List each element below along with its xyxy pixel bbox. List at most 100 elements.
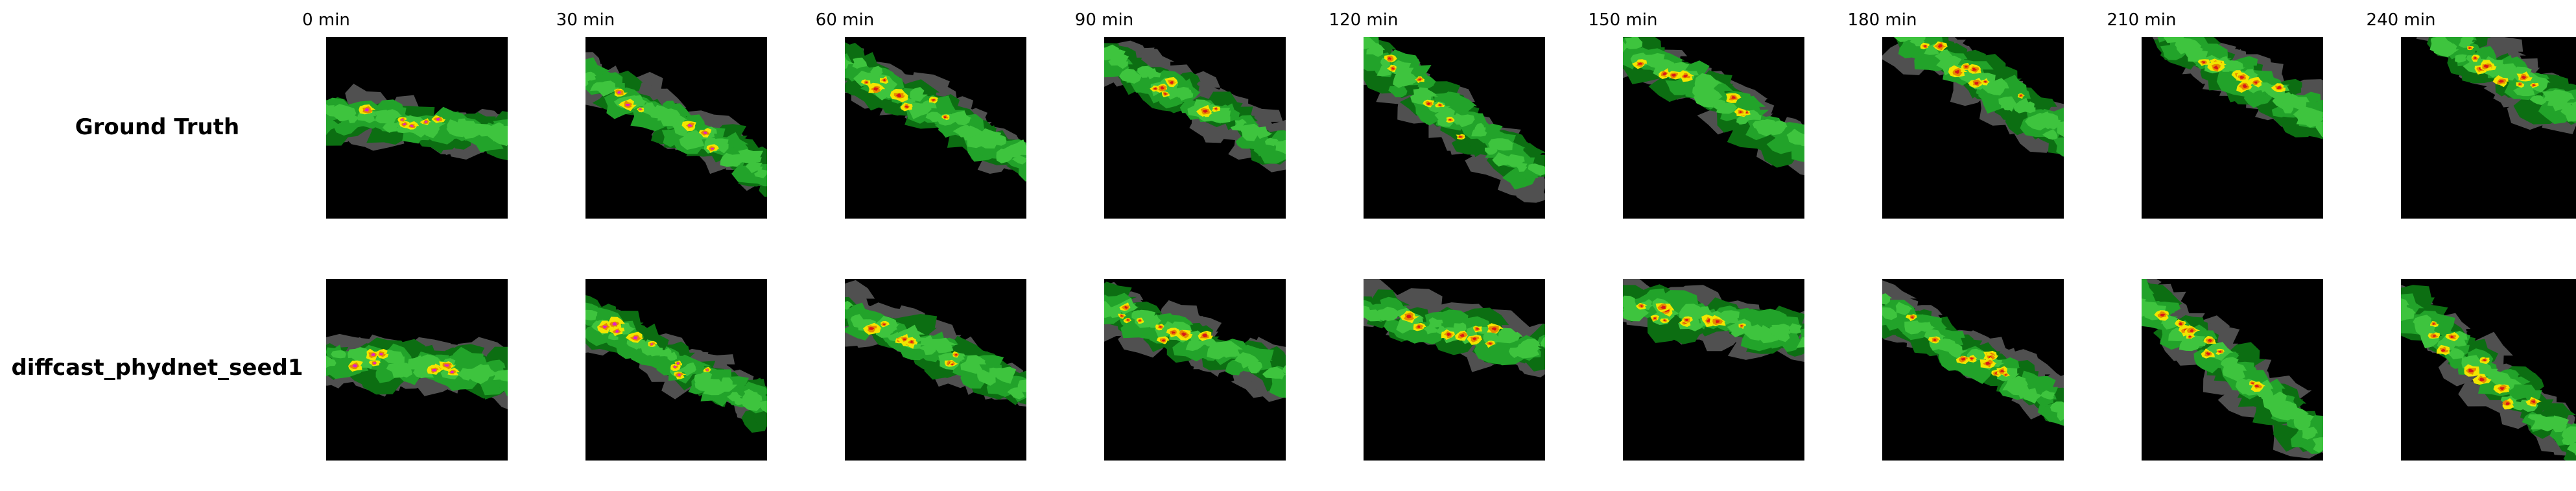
radar-image [2142, 279, 2323, 461]
radar-image [585, 279, 767, 461]
radar-image [326, 37, 508, 219]
echo-blob [2560, 104, 2576, 122]
echo-cell [2276, 86, 2282, 90]
prediction-panel-0 [326, 279, 508, 461]
echo-cell [1388, 57, 1392, 60]
echo-blob [2529, 95, 2548, 105]
echo-blob [2022, 388, 2044, 404]
echo-blob [1623, 304, 1650, 322]
echo-blob [1904, 320, 1927, 335]
echo-blob [1948, 342, 1968, 359]
echo-blob [2567, 442, 2576, 456]
radar-image [1104, 37, 1286, 219]
echo-blob [918, 342, 937, 355]
echo-blob [1471, 127, 1487, 137]
echo-blob [1377, 66, 1391, 77]
echo-blob [1282, 139, 1286, 149]
echo-blob [1174, 87, 1194, 101]
echo-cell [882, 323, 886, 326]
echo-cell [2505, 402, 2510, 405]
echo-blob [1919, 321, 1936, 332]
echo-cell [954, 353, 958, 356]
echo-blob [1998, 96, 2015, 110]
echo-cell [1994, 372, 1999, 375]
echo-blob [2561, 426, 2576, 444]
echo-cell [1911, 316, 1915, 319]
echo-blob [1492, 152, 1512, 167]
echo-blob [1510, 331, 1523, 341]
radar-image [2401, 279, 2576, 461]
echo-blob [2571, 101, 2576, 114]
echo-cell [2483, 359, 2487, 361]
echo-cell [1745, 111, 1749, 114]
prediction-panel-3 [1104, 279, 1286, 461]
echo-cell [677, 373, 681, 377]
echo-cell [1170, 80, 1174, 84]
echo-blob [2243, 89, 2273, 108]
ground-truth-panel-7 [2142, 37, 2323, 219]
echo-blob [1915, 52, 1952, 71]
echo-cell [2533, 84, 2536, 86]
echo-blob [1381, 306, 1403, 321]
echo-blob [1137, 66, 1154, 78]
echo-cell [2206, 352, 2211, 355]
echo-cell [1972, 67, 1977, 71]
echo-cell [1476, 328, 1480, 330]
echo-blob [2315, 121, 2323, 138]
prediction-panel-8 [2401, 279, 2576, 461]
echo-cell [2499, 387, 2505, 390]
row-label-ground-truth: Ground Truth [75, 114, 240, 140]
echo-blob [2293, 414, 2315, 431]
radar-image [2401, 37, 2576, 219]
echo-cell [2468, 368, 2474, 373]
echo-blob [639, 102, 661, 116]
echo-blob [1437, 113, 1455, 127]
echo-blob [2282, 93, 2310, 110]
echo-blob [679, 362, 697, 377]
echo-blob [1264, 138, 1279, 147]
echo-blob [1364, 37, 1377, 49]
prediction-panel-6 [1882, 279, 2064, 461]
echo-cell [883, 78, 886, 82]
radar-image [845, 279, 1026, 461]
echo-blob [1467, 326, 1480, 337]
echo-blob [1453, 322, 1467, 332]
echo-blob [2442, 43, 2459, 54]
echo-blob [1247, 361, 1263, 374]
echo-blob [759, 400, 767, 413]
echo-layer [326, 104, 508, 147]
echo-blob [2052, 137, 2064, 157]
echo-cell [2518, 83, 2522, 85]
echo-blob [971, 355, 986, 365]
radar-image [1104, 279, 1286, 461]
echo-blob [990, 135, 1007, 146]
echo-blob [1882, 293, 1893, 305]
radar-image [585, 37, 767, 219]
echo-cell [615, 329, 620, 333]
echo-cell [639, 108, 642, 110]
ground-truth-panel-5 [1623, 37, 1804, 219]
echo-cell [617, 91, 622, 94]
echo-cell [602, 326, 608, 329]
radar-image [1364, 37, 1545, 219]
echo-cell [1127, 318, 1129, 321]
echo-blob [1413, 88, 1437, 102]
echo-blob [718, 377, 738, 392]
echo-cell [1472, 337, 1478, 341]
echo-cell [1715, 320, 1720, 324]
echo-blob [418, 354, 447, 369]
echo-blob [2057, 407, 2064, 422]
echo-blob [471, 365, 499, 378]
echo-blob [585, 78, 590, 87]
echo-cell [2468, 47, 2472, 49]
radar-image [1364, 279, 1545, 461]
column-title: 150 min [1588, 10, 1658, 30]
echo-blob [2037, 112, 2061, 130]
prediction-panel-1 [585, 279, 767, 461]
echo-cell [2239, 75, 2245, 79]
radar-image [1623, 37, 1804, 219]
echo-cell [1458, 136, 1462, 138]
echo-blob [667, 352, 678, 361]
echo-cell [673, 366, 677, 368]
echo-blob [1771, 326, 1791, 342]
